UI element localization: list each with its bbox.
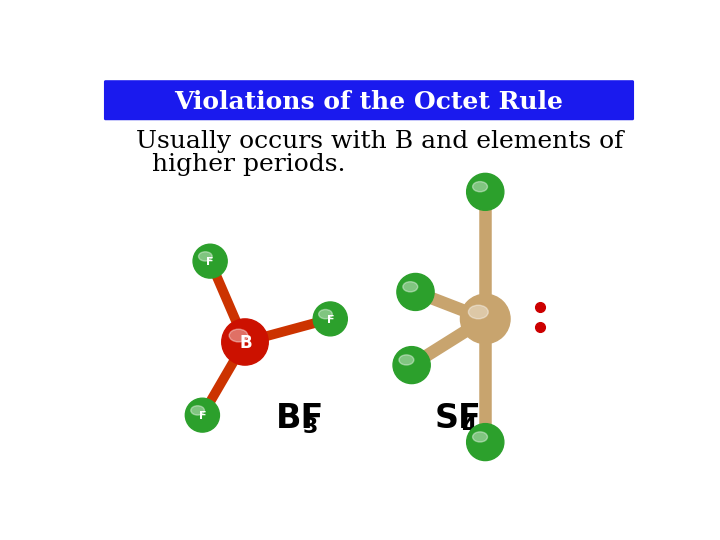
Text: 4: 4 — [462, 417, 477, 437]
Ellipse shape — [403, 282, 418, 292]
Text: F: F — [326, 315, 334, 325]
Text: BF: BF — [276, 402, 325, 435]
Ellipse shape — [191, 406, 204, 415]
Ellipse shape — [472, 181, 487, 192]
Text: SF: SF — [435, 402, 482, 435]
Ellipse shape — [229, 329, 248, 342]
Circle shape — [467, 173, 504, 211]
Text: F: F — [199, 411, 206, 421]
Ellipse shape — [199, 252, 212, 261]
Circle shape — [313, 302, 347, 336]
Ellipse shape — [472, 432, 487, 442]
Text: F: F — [207, 257, 214, 267]
Text: B: B — [240, 334, 252, 352]
FancyBboxPatch shape — [104, 80, 634, 120]
Circle shape — [222, 319, 269, 365]
Circle shape — [467, 423, 504, 461]
Circle shape — [461, 294, 510, 343]
Text: Violations of the Octet Rule: Violations of the Octet Rule — [174, 90, 564, 114]
Circle shape — [185, 398, 220, 432]
Circle shape — [393, 347, 431, 383]
Ellipse shape — [319, 309, 333, 319]
Text: higher periods.: higher periods. — [137, 153, 346, 177]
Text: 3: 3 — [302, 417, 318, 437]
Circle shape — [193, 244, 228, 278]
Ellipse shape — [469, 305, 488, 319]
Ellipse shape — [399, 355, 414, 365]
Circle shape — [397, 273, 434, 310]
Text: Usually occurs with B and elements of: Usually occurs with B and elements of — [137, 130, 624, 153]
